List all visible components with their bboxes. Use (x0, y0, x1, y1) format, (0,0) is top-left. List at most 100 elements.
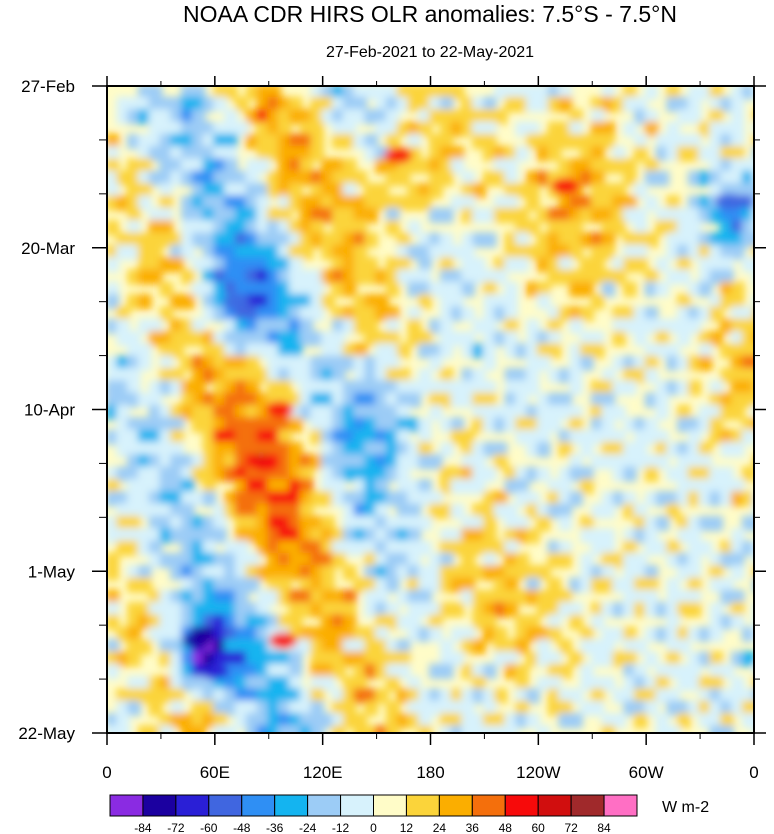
field-cell (170, 454, 184, 470)
field-cell (213, 602, 228, 618)
field-cell (202, 700, 217, 717)
field-cell (482, 725, 497, 733)
field-cell (116, 355, 131, 371)
field-cell (331, 220, 346, 236)
field-cell (741, 318, 754, 334)
field-cell (234, 565, 249, 581)
field-cell (504, 343, 519, 359)
field-cell (450, 651, 465, 667)
field-cell (170, 651, 184, 667)
field-cell (633, 146, 648, 162)
field-cell (342, 528, 357, 544)
field-cell (493, 306, 508, 322)
field-cell (202, 441, 217, 458)
anomaly-feature (200, 663, 229, 680)
field-cell (170, 713, 184, 729)
field-cell (677, 713, 691, 729)
field-cell (385, 417, 400, 433)
field-cell (127, 96, 141, 113)
field-cell (107, 133, 120, 150)
field-cell (170, 380, 184, 396)
field-cell (170, 602, 184, 618)
field-cell (407, 552, 422, 569)
field-cell (439, 306, 454, 322)
field-cell (159, 220, 174, 236)
field-cell (375, 367, 389, 384)
field-cell (107, 565, 120, 581)
field-cell (472, 466, 486, 482)
field-cell (267, 318, 282, 334)
field-cell (224, 133, 238, 150)
field-cell (504, 577, 519, 593)
field-cell (429, 454, 443, 470)
field-cell (170, 96, 184, 113)
field-cell (148, 232, 163, 248)
field-cell (299, 552, 314, 569)
field-cell (385, 565, 400, 581)
field-cell (159, 183, 174, 199)
anomaly-feature (265, 401, 294, 418)
field-cell (342, 121, 357, 137)
field-cell (418, 713, 432, 729)
colorbar-box (340, 794, 374, 817)
field-cell (677, 528, 691, 544)
field-cell (482, 207, 497, 224)
field-cell (278, 700, 292, 717)
field-cell (407, 540, 422, 556)
field-cell (730, 170, 745, 187)
field-cell (709, 170, 724, 187)
field-cell (655, 441, 670, 458)
field-cell (310, 404, 325, 421)
field-cell (159, 281, 174, 298)
field-cell (191, 614, 206, 630)
field-cell (666, 343, 681, 359)
field-cell (590, 207, 605, 224)
field-cell (137, 503, 152, 519)
field-cell (601, 441, 616, 458)
field-cell (482, 491, 497, 507)
field-cell (677, 466, 691, 482)
field-cell (493, 158, 508, 174)
field-cell (137, 614, 152, 630)
field-cell (234, 404, 249, 421)
field-cell (472, 478, 486, 495)
field-cell (234, 639, 249, 655)
field-cell (666, 232, 681, 248)
field-cell (472, 540, 486, 556)
field-cell (730, 306, 745, 322)
field-cell (224, 170, 238, 187)
field-cell (170, 565, 184, 581)
field-cell (601, 417, 616, 433)
field-cell (590, 146, 605, 162)
field-cell (720, 466, 734, 482)
field-cell (590, 454, 605, 470)
field-cell (159, 306, 174, 322)
field-cell (148, 86, 163, 100)
field-cell (234, 626, 249, 643)
field-cell (396, 96, 411, 113)
field-cell (310, 552, 325, 569)
field-cell (137, 688, 152, 704)
colorbar-label: 84 (597, 821, 611, 834)
field-cell (504, 540, 519, 556)
field-cell (482, 417, 497, 433)
field-cell (644, 528, 659, 544)
field-cell (461, 528, 476, 544)
field-cell (127, 466, 141, 482)
field-cell (666, 725, 681, 733)
field-cell (159, 146, 174, 162)
field-cell (310, 232, 325, 248)
field-cell (267, 220, 282, 236)
field-cell (526, 565, 540, 581)
field-cell (234, 602, 249, 618)
field-cell (709, 688, 724, 704)
field-cell (224, 183, 238, 199)
field-cell (623, 96, 637, 113)
field-cell (396, 244, 411, 261)
field-cell (267, 281, 282, 298)
chart-title: NOAA CDR HIRS OLR anomalies: 7.5°S - 7.5… (183, 1, 677, 27)
field-cell (558, 491, 573, 507)
field-cell (644, 565, 659, 581)
field-cell (224, 86, 238, 100)
field-cell (579, 343, 594, 359)
